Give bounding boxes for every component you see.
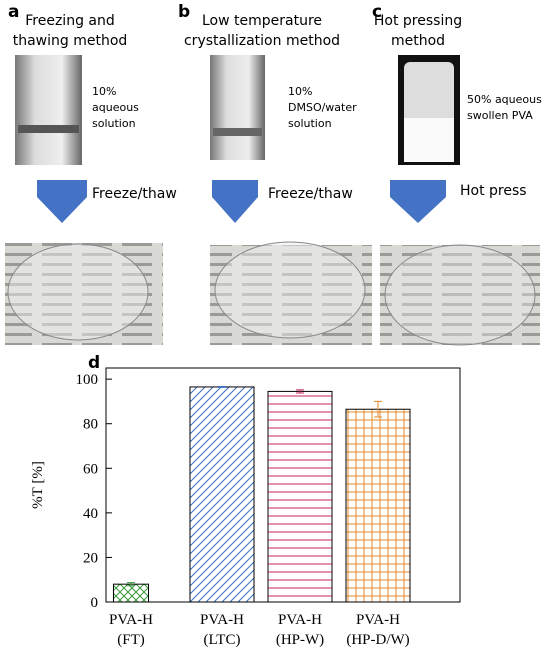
panel-label: a: [8, 2, 19, 22]
x-tick-label: (FT): [117, 632, 145, 648]
y-tick-label: 60: [83, 461, 98, 477]
panel-note: swollen PVA: [467, 109, 533, 122]
bar: [189, 386, 255, 603]
panel-title: Low temperature: [202, 13, 322, 29]
bar: [113, 583, 149, 603]
y-tick-label: 20: [83, 550, 98, 566]
step-label: Hot press: [460, 183, 527, 199]
error-bar: [218, 385, 226, 388]
panel-label: b: [178, 2, 190, 22]
axis-frame: [105, 367, 461, 603]
panel-note: 10%: [92, 85, 116, 98]
chart: d %T [%] 0 20 40 60 80 100 PVA-H (FT) PVA-H (LTC) PV…: [30, 353, 461, 648]
panel-note: 50% aqueous: [467, 93, 542, 106]
bar: [267, 390, 333, 603]
error-bar: [374, 400, 382, 418]
y-axis-label: %T [%]: [30, 461, 46, 509]
panel-label: c: [372, 2, 382, 22]
photos: [5, 55, 540, 346]
step-label: Freeze/thaw: [268, 186, 353, 202]
x-tick-label: PVA-H: [109, 612, 153, 628]
x-tick-label: PVA-H: [278, 612, 322, 628]
panel-title: method: [391, 33, 445, 49]
y-tick-label: 0: [91, 595, 99, 611]
x-tick-label: PVA-H: [200, 612, 244, 628]
y-tick-label: 100: [76, 372, 99, 388]
panel-title: thawing method: [13, 33, 128, 49]
bar: [345, 408, 411, 603]
x-tick-label: (HP-W): [276, 632, 324, 648]
panel-note: solution: [288, 117, 332, 130]
panel-note: aqueous: [92, 101, 139, 114]
error-bar: [296, 389, 304, 394]
x-tick-label: PVA-H: [356, 612, 400, 628]
step-label: Freeze/thaw: [92, 186, 177, 202]
y-tick-label: 80: [83, 417, 98, 433]
panel-note: solution: [92, 117, 136, 130]
panel-label: d: [88, 353, 100, 373]
error-bar: [127, 582, 135, 587]
x-tick-label: (HP-D/W): [346, 632, 409, 648]
y-tick-label: 40: [83, 506, 98, 522]
panel-title: Freezing and: [25, 13, 115, 29]
x-tick-label: (LTC): [204, 632, 241, 648]
panel-title: Hot pressing: [374, 13, 462, 29]
panel-note: 10%: [288, 85, 312, 98]
panel-note: DMSO/water: [288, 101, 357, 114]
panel-title: crystallization method: [184, 33, 340, 49]
